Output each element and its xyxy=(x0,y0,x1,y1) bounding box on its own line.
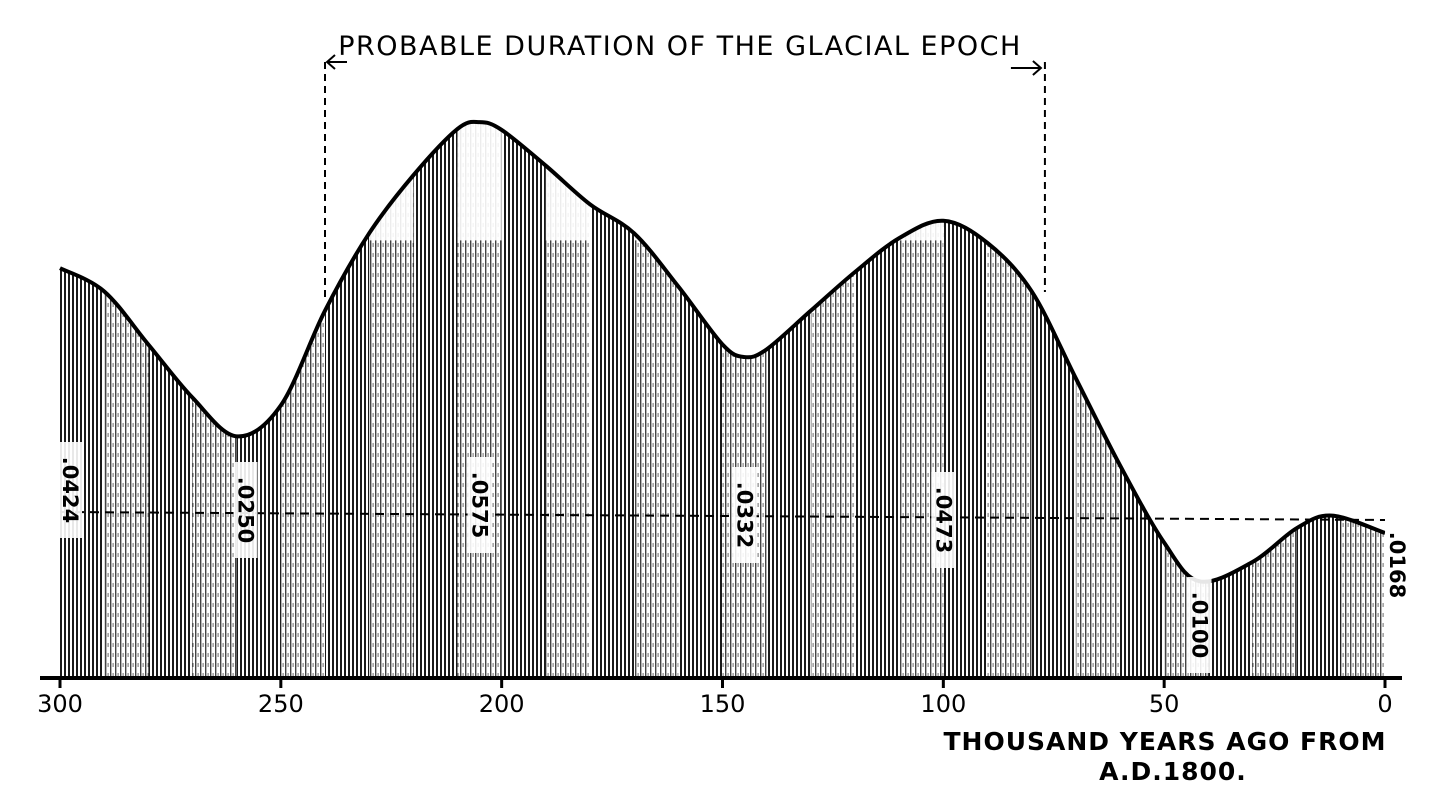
dark-band xyxy=(678,121,723,678)
left-arrow-icon xyxy=(325,54,347,70)
x-tick-label: 100 xyxy=(920,690,966,718)
light-band xyxy=(280,121,325,241)
x-axis-label-line1: THOUSAND YEARS AGO FROM xyxy=(943,727,1386,756)
light-band xyxy=(987,121,1032,241)
dark-band xyxy=(766,121,811,678)
x-axis-ticks: 300 250 200 150 100 50 0 xyxy=(37,678,1393,718)
dark-band xyxy=(1296,121,1341,678)
light-band xyxy=(457,121,502,241)
value-label: .0424 xyxy=(58,457,82,523)
light-band xyxy=(899,121,944,241)
value-label: .0332 xyxy=(733,482,757,548)
light-band xyxy=(1340,121,1385,241)
value-label: .0100 xyxy=(1188,592,1212,658)
dark-band xyxy=(943,121,988,678)
light-band xyxy=(634,121,679,241)
value-label: .0473 xyxy=(931,487,955,553)
value-label-background xyxy=(1385,517,1409,613)
x-tick-label: 50 xyxy=(1149,690,1180,718)
dark-band xyxy=(501,121,546,678)
eccentricity-curve xyxy=(59,119,1386,584)
light-band xyxy=(722,121,767,241)
dark-band xyxy=(60,121,105,678)
value-label-background xyxy=(732,467,757,563)
value-label-background xyxy=(467,457,492,553)
value-label-background xyxy=(931,472,956,568)
dark-band xyxy=(1120,121,1165,678)
light-band xyxy=(545,121,590,241)
right-arrow-icon xyxy=(1010,60,1043,76)
dark-band xyxy=(855,121,900,678)
x-tick-label: 200 xyxy=(479,690,525,718)
chart-title: PROBABLE DURATION OF THE GLACIAL EPOCH xyxy=(338,31,1022,62)
light-band xyxy=(192,121,237,241)
dark-band xyxy=(590,121,635,678)
dark-band xyxy=(413,121,458,678)
light-band xyxy=(1164,121,1209,241)
value-label: .0168 xyxy=(1385,532,1409,598)
dark-band xyxy=(325,121,370,678)
value-label-background xyxy=(233,462,258,558)
x-tick-label: 250 xyxy=(258,690,304,718)
value-label: .0575 xyxy=(468,472,492,538)
light-band xyxy=(1075,121,1120,241)
reference-line xyxy=(59,511,1386,521)
x-tick-label: 150 xyxy=(700,690,746,718)
light-band xyxy=(1252,121,1297,241)
dark-band xyxy=(1208,121,1253,678)
glacial-epoch-bracket xyxy=(324,54,1046,300)
x-tick-label: 0 xyxy=(1377,690,1392,718)
dark-band xyxy=(236,121,281,678)
dark-band xyxy=(1031,121,1076,678)
dark-band xyxy=(148,121,193,678)
x-axis-label-line2: A.D.1800. xyxy=(1099,757,1247,786)
light-band xyxy=(810,121,855,241)
light-band xyxy=(369,121,414,241)
light-band xyxy=(104,121,149,241)
value-label: .0250 xyxy=(234,477,258,543)
value-label-background xyxy=(58,442,82,538)
value-label-background xyxy=(1187,577,1212,673)
value-labels: .0424 .0250 .0575 .0332 .0473 .0100 .0168 xyxy=(58,442,1409,673)
x-tick-label: 300 xyxy=(37,690,83,718)
